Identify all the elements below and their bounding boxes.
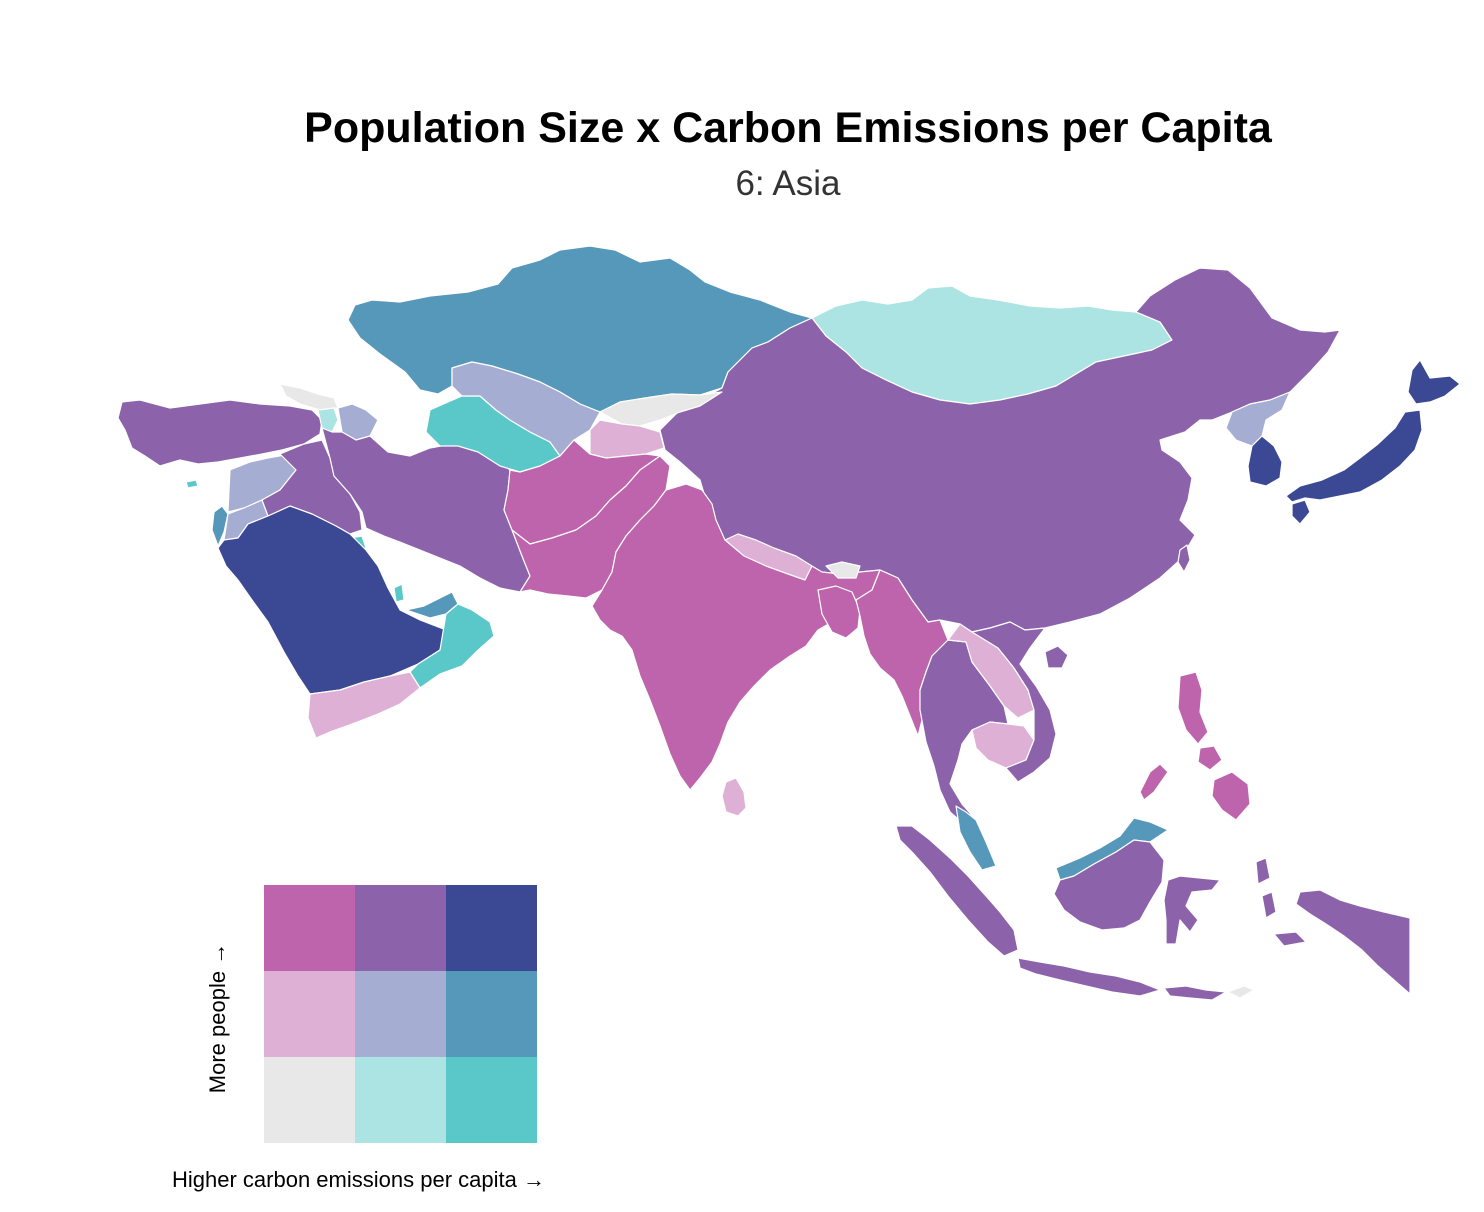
country-indonesia-halmahera	[1255, 857, 1271, 885]
bivariate-legend	[264, 885, 537, 1143]
country-japan-honshu	[1285, 409, 1423, 503]
legend-cell-mid-pop-mid-co2	[355, 971, 446, 1057]
country-japan-hokkaido	[1407, 359, 1461, 405]
country-bhutan	[825, 561, 861, 579]
country-vietnam	[971, 621, 1057, 783]
country-philippines-visayas	[1197, 745, 1223, 771]
island-taiwan	[1177, 544, 1191, 573]
legend-y-axis-label: More people →	[205, 942, 230, 1094]
country-myanmar	[855, 569, 949, 737]
country-uae	[405, 591, 459, 619]
country-sri-lanka	[721, 777, 747, 817]
legend-cell-high-pop-low-co2	[264, 885, 355, 971]
country-philippines-palawan	[1139, 763, 1169, 801]
legend-cell-low-pop-mid-co2	[355, 1057, 446, 1143]
country-yemen	[307, 671, 421, 739]
country-indonesia-sumatra	[895, 825, 1019, 957]
country-indonesia-lesser-sunda	[1163, 985, 1227, 1001]
legend-cell-mid-pop-high-co2	[446, 971, 537, 1057]
legend-cell-high-pop-high-co2	[446, 885, 537, 971]
legend-cell-low-pop-low-co2	[264, 1057, 355, 1143]
country-israel	[211, 505, 229, 547]
country-philippines-luzon	[1177, 671, 1209, 745]
country-saudi-arabia	[217, 505, 447, 695]
country-bangladesh	[817, 585, 861, 639]
country-indonesia-papua	[1295, 889, 1411, 995]
legend-x-axis-label: Higher carbon emissions per capita →	[172, 1167, 545, 1192]
country-timor-leste	[1227, 985, 1255, 999]
country-oman	[409, 603, 495, 689]
country-philippines-mindanao	[1211, 771, 1251, 821]
country-north-korea	[1225, 391, 1291, 447]
map-subtitle: 6: Asia	[735, 164, 841, 203]
country-south-korea	[1247, 435, 1283, 487]
legend-cell-low-pop-high-co2	[446, 1057, 537, 1143]
country-malaysia-peninsula	[955, 805, 997, 871]
island-hainan	[1044, 645, 1069, 669]
country-indonesia-maluku	[1261, 891, 1277, 919]
country-nepal	[724, 533, 813, 581]
map-title: Population Size x Carbon Emissions per C…	[304, 104, 1272, 152]
island-cyprus	[185, 479, 199, 489]
legend-cell-high-pop-mid-co2	[355, 885, 446, 971]
country-indonesia-java	[1017, 957, 1161, 997]
legend-cell-mid-pop-low-co2	[264, 971, 355, 1057]
country-indonesia-seram	[1273, 931, 1307, 947]
country-indonesia-kalimantan	[1053, 839, 1165, 931]
country-turkey	[117, 399, 323, 467]
country-armenia	[317, 407, 339, 433]
country-japan-kyushu	[1291, 499, 1311, 525]
country-tajikistan	[589, 419, 665, 459]
country-qatar	[393, 583, 405, 603]
country-indonesia-sulawesi	[1163, 875, 1221, 945]
